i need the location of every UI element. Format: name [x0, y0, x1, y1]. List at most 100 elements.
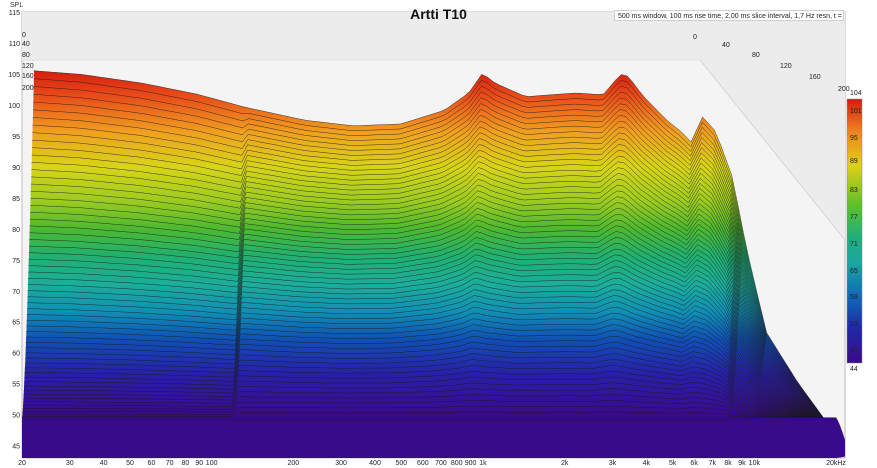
y-tick-label: 75	[12, 258, 20, 265]
time-axis: 0 40 80 120 160 200 0 40 80 120 160 200	[22, 32, 850, 93]
colorbar-tick-label: 101	[850, 108, 862, 115]
y-tick-label: 80	[12, 227, 20, 234]
slice-line	[23, 376, 838, 421]
x-tick-label: 90	[195, 460, 203, 467]
slice-line	[29, 202, 844, 436]
x-tick-label: 40	[100, 460, 108, 467]
slice-line	[28, 225, 843, 434]
slice-line	[30, 184, 845, 438]
x-axis: 20 30 40 50 60 70 80 90 100 200 300 400 500 600 700 800…	[18, 460, 846, 467]
slice-line	[24, 353, 839, 422]
slice-line	[22, 394, 837, 420]
slice-line	[25, 306, 840, 426]
y-tick-label: 105	[8, 72, 20, 79]
slice-line	[26, 283, 841, 428]
y-tick-label: 115	[9, 10, 20, 17]
slice-line	[22, 400, 837, 419]
x-tick-label: 2k	[561, 460, 569, 467]
x-tick-label: 600	[417, 460, 429, 467]
slice-line	[32, 103, 845, 445]
y-tick-label: 50	[12, 413, 20, 420]
x-tick-label: 100	[206, 460, 218, 467]
x-tick-label: 60	[148, 460, 156, 467]
y-tick-label: 100	[8, 103, 20, 110]
slice-line	[30, 178, 845, 439]
slice-line	[30, 167, 845, 440]
time-tick-label: 0	[693, 34, 697, 41]
measurement-info: 500 ms window, 100 ms rise time, 2,00 ms…	[614, 10, 844, 21]
x-tick-label: 30	[66, 460, 74, 467]
slice-line	[33, 78, 845, 446]
x-tick-label: 50	[126, 460, 134, 467]
colorbar-tick-label: 59	[850, 294, 858, 301]
slice-line	[25, 324, 840, 425]
x-tick-label: 6k	[690, 460, 698, 467]
slice-line	[23, 382, 838, 420]
x-tick-label: 7k	[709, 460, 717, 467]
slice-line	[32, 114, 845, 444]
time-tick-label-left: 160	[22, 73, 34, 80]
y-tick-label: 65	[12, 320, 20, 327]
y-tick-label: 60	[12, 351, 20, 358]
x-tick-label: 900	[465, 460, 477, 467]
chart-title: Artti T10	[410, 6, 467, 22]
x-tick-label: 80	[181, 460, 189, 467]
slice-line	[27, 248, 843, 432]
slice-line	[28, 231, 843, 433]
colorbar-tick-label: 47	[850, 348, 858, 355]
slice-line	[24, 347, 839, 423]
y-tick-label: 110	[9, 41, 20, 48]
y-tick-label: 95	[12, 134, 20, 141]
slice-line	[28, 242, 843, 432]
slice-line	[24, 359, 839, 422]
time-tick-label-left: 0	[22, 32, 26, 39]
slice-line	[22, 411, 837, 419]
time-tick-label: 200	[838, 86, 850, 93]
slice-line	[26, 301, 841, 427]
slice-line	[29, 190, 845, 437]
x-tick-label: 8k	[724, 460, 732, 467]
x-tick-label: 3k	[609, 460, 617, 467]
slice-line	[31, 132, 845, 443]
y-tick-label: 70	[12, 289, 20, 296]
back-wall	[22, 12, 845, 241]
slice-line	[23, 370, 838, 421]
time-tick-label: 120	[780, 63, 792, 70]
y-tick-label: 55	[12, 382, 20, 389]
x-tick-label: 300	[335, 460, 347, 467]
y-tick-label: 85	[12, 196, 20, 203]
x-tick-label: 200	[287, 460, 299, 467]
colorbar-tick-label: 53	[850, 321, 858, 328]
x-tick-label: 4k	[643, 460, 651, 467]
slice-line	[27, 254, 842, 431]
x-tick-label: 800	[451, 460, 463, 467]
x-tick-label: 9k	[738, 460, 746, 467]
slice-line	[33, 91, 845, 446]
slice-line	[31, 144, 845, 442]
back-wall-panel	[22, 12, 845, 240]
slice-line	[33, 85, 845, 446]
x-tick-label: 5k	[669, 460, 677, 467]
colorbar-tick-label: 77	[850, 214, 858, 221]
colorbar-tick-label: 95	[850, 135, 858, 142]
x-tick-label: 70	[166, 460, 174, 467]
slice-line	[23, 365, 838, 421]
slice-line	[24, 341, 839, 423]
slice-fill	[22, 417, 836, 458]
slice-line	[22, 388, 838, 420]
slice-line	[26, 295, 841, 427]
colorbar-tick-label: 104	[850, 90, 862, 97]
slice-line	[31, 138, 845, 442]
time-tick-label: 160	[809, 74, 821, 81]
slice-line	[27, 272, 842, 429]
slice-line	[31, 155, 845, 441]
y-axis: 45 50 55 60 65 70 75 80 85 90 95 100 105 110 115	[8, 10, 20, 451]
slice-line	[25, 318, 840, 425]
slice-line	[33, 97, 845, 445]
colorbar-tick-label: 83	[850, 187, 858, 194]
colorbar-tick-label: 65	[850, 268, 858, 275]
time-tick-label-left: 200	[22, 85, 34, 92]
slice-line	[31, 149, 845, 442]
y-axis-label: SPL	[10, 2, 24, 9]
